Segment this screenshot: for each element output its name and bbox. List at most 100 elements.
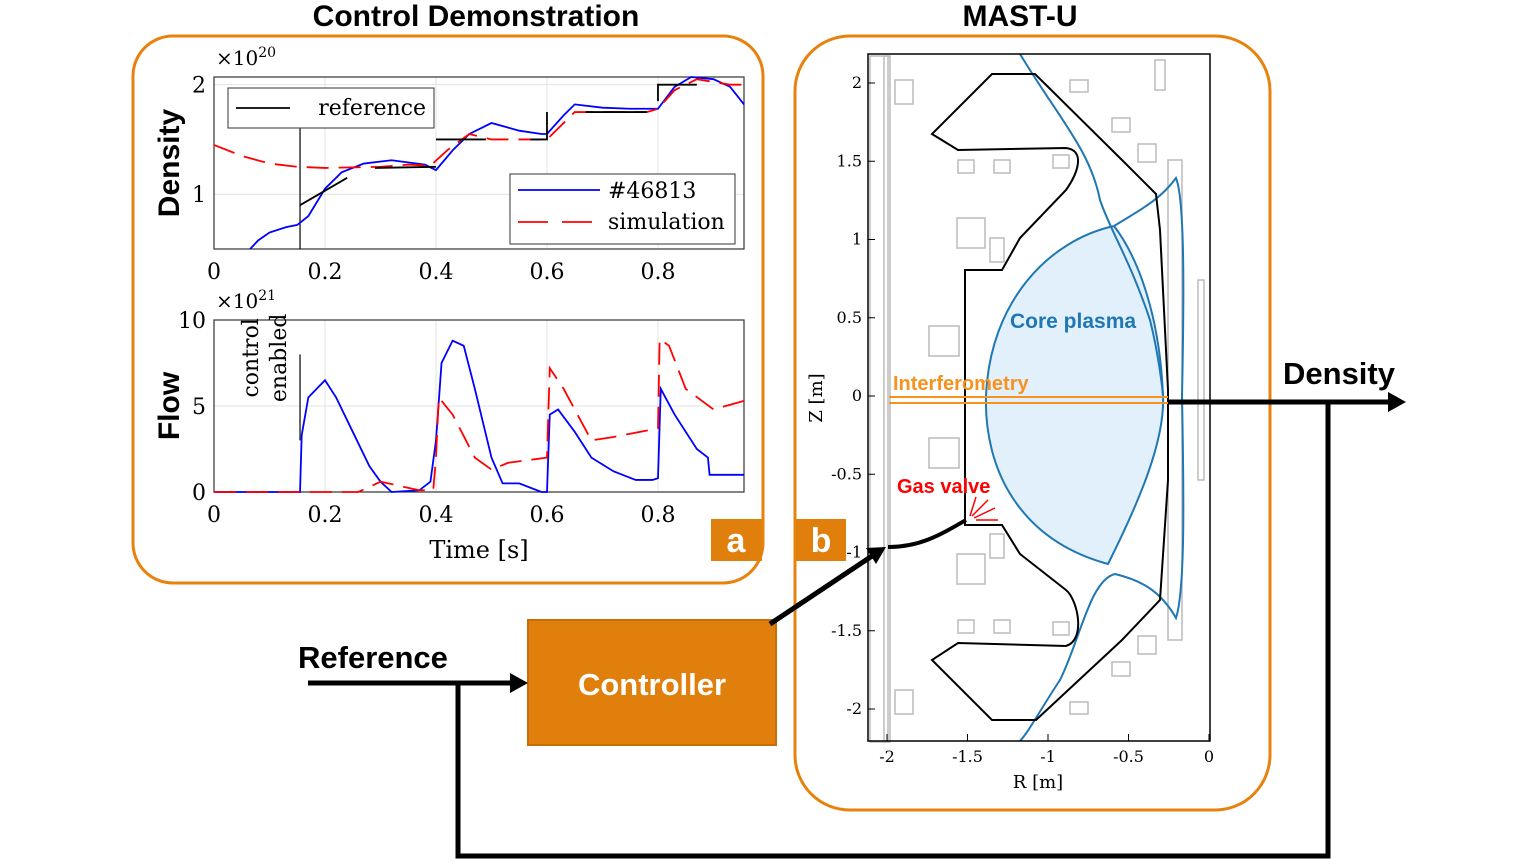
x-tick-label: -1 (1040, 747, 1056, 766)
x-tick-label: 0.4 (418, 503, 453, 528)
y-tick-label: 0 (192, 481, 206, 506)
gas-puff-line (973, 507, 996, 519)
legend-label-simulation: simulation (608, 210, 725, 235)
y-tick-label: -1.5 (831, 621, 862, 640)
mastu-cross-section: Interferometry Core plasma Gas valve -2 -1.5… (806, 53, 1214, 793)
y-tick-label: 0.5 (837, 308, 862, 327)
y-tick-label: 10 (178, 309, 206, 334)
series-reference-segment (299, 177, 348, 206)
axis-exponent: ×1021 (216, 288, 276, 313)
axis-exponent: ×1020 (216, 45, 276, 70)
flow-chart: 0 0.2 0.4 0.6 0.8 0 5 10 ×1021 Flow Time [s] contro… (153, 288, 745, 564)
x-tick-label: 0.4 (418, 260, 453, 285)
y-tick-label: 1.5 (837, 151, 862, 170)
plot-frame (867, 53, 1211, 742)
y-tick-label: 0 (852, 386, 862, 405)
legend-label-measured: #46813 (608, 179, 696, 204)
vessel-component (989, 533, 1005, 559)
x-tick-label: 0.6 (529, 260, 564, 285)
panel-b-badge (796, 519, 846, 561)
legend-box-series (509, 173, 736, 245)
series-simulation-line (214, 337, 745, 493)
gas-puff-line (969, 496, 977, 517)
legend: reference #46813 simulation (227, 87, 736, 245)
series-measured-line (249, 76, 745, 250)
vessel-wall (930, 73, 1169, 721)
vessel-component (883, 55, 891, 743)
x-tick-label: 0 (207, 260, 221, 285)
series-measured-line (214, 339, 744, 493)
vessel-component (869, 55, 889, 743)
separatrix-outer (1019, 175, 1185, 742)
vessel-component (928, 325, 960, 357)
panel-a-badge (711, 519, 762, 561)
vessel-component (1052, 621, 1070, 636)
x-axis-label: Time [s] (429, 536, 528, 564)
x-axis-label: R [m] (1013, 772, 1063, 793)
vessel-component (957, 619, 975, 634)
series-reference-segment (530, 112, 548, 141)
x-tick-label: 0 (207, 503, 221, 528)
vessel-component (989, 237, 1005, 263)
vessel-component (956, 553, 986, 585)
density-output-label: Density (1283, 356, 1396, 391)
vessel-component (1154, 59, 1166, 91)
vessel-component (928, 437, 960, 469)
vessel-component (1111, 117, 1131, 133)
panel-a-frame (131, 34, 765, 585)
x-tick-label: -0.5 (1113, 747, 1144, 766)
interferometry-label: Interferometry (893, 373, 1029, 395)
core-plasma-label: Core plasma (1010, 310, 1136, 333)
vessel-component (1069, 79, 1089, 93)
x-tick-label: 0 (1204, 747, 1214, 766)
series-reference-segment (374, 165, 437, 169)
y-tick-label: 1 (852, 230, 862, 249)
x-tick-label: 0.8 (640, 503, 675, 528)
series-simulation-line (213, 78, 744, 169)
vessel-component (894, 79, 914, 105)
y-tick-label: 2 (852, 73, 862, 92)
y-tick-label: 2 (192, 74, 206, 99)
plot-frame (213, 319, 745, 493)
y-tick-label: -0.5 (831, 464, 862, 483)
y-tick-label: -1 (846, 543, 862, 562)
y-axis-label: Density (153, 109, 186, 218)
controller-label: Controller (578, 667, 726, 702)
y-axis-label: Flow (153, 371, 186, 440)
vessel-component (957, 159, 975, 174)
x-tick-label: 0.2 (307, 503, 342, 528)
vessel-component (1137, 635, 1157, 655)
vessel-component (993, 159, 1011, 174)
x-tick-label: -1.5 (952, 747, 983, 766)
core-plasma-region (984, 224, 1165, 566)
panel-a-label: a (727, 522, 747, 560)
arrowheads (510, 392, 1406, 693)
reference-label: Reference (298, 640, 448, 675)
y-tick-label: -2 (846, 699, 862, 718)
x-tick-label: 0.2 (307, 260, 342, 285)
separatrix-upper (1019, 53, 1164, 397)
vessel-component (1197, 279, 1205, 481)
vessel-component (894, 689, 914, 715)
vessel-component (1069, 701, 1089, 715)
plot-frame (213, 76, 745, 250)
panel-b-label: b (811, 522, 832, 560)
signal-arrows (308, 399, 1390, 859)
density-chart: 0 0.2 0.4 0.6 0.8 1 2 ×1020 Density reference #468… (153, 45, 745, 285)
vessel-component (993, 619, 1011, 634)
panel-a-title: Control Demonstration (313, 0, 640, 33)
x-tick-label: 0.6 (529, 503, 564, 528)
vessel-component (956, 217, 986, 249)
vessel-component (1052, 154, 1070, 169)
x-tick-label: -2 (879, 747, 895, 766)
panel-b-frame (793, 34, 1272, 812)
legend-label-reference: reference (318, 96, 426, 121)
vessel-component (1137, 143, 1157, 163)
annotation-enabled: enabled (267, 314, 292, 403)
series-reference-segment (657, 83, 697, 102)
y-axis-label: Z [m] (806, 373, 827, 422)
annotation-control: control (239, 318, 264, 397)
gas-puff-line (971, 499, 989, 517)
x-tick-label: 0.8 (640, 260, 675, 285)
